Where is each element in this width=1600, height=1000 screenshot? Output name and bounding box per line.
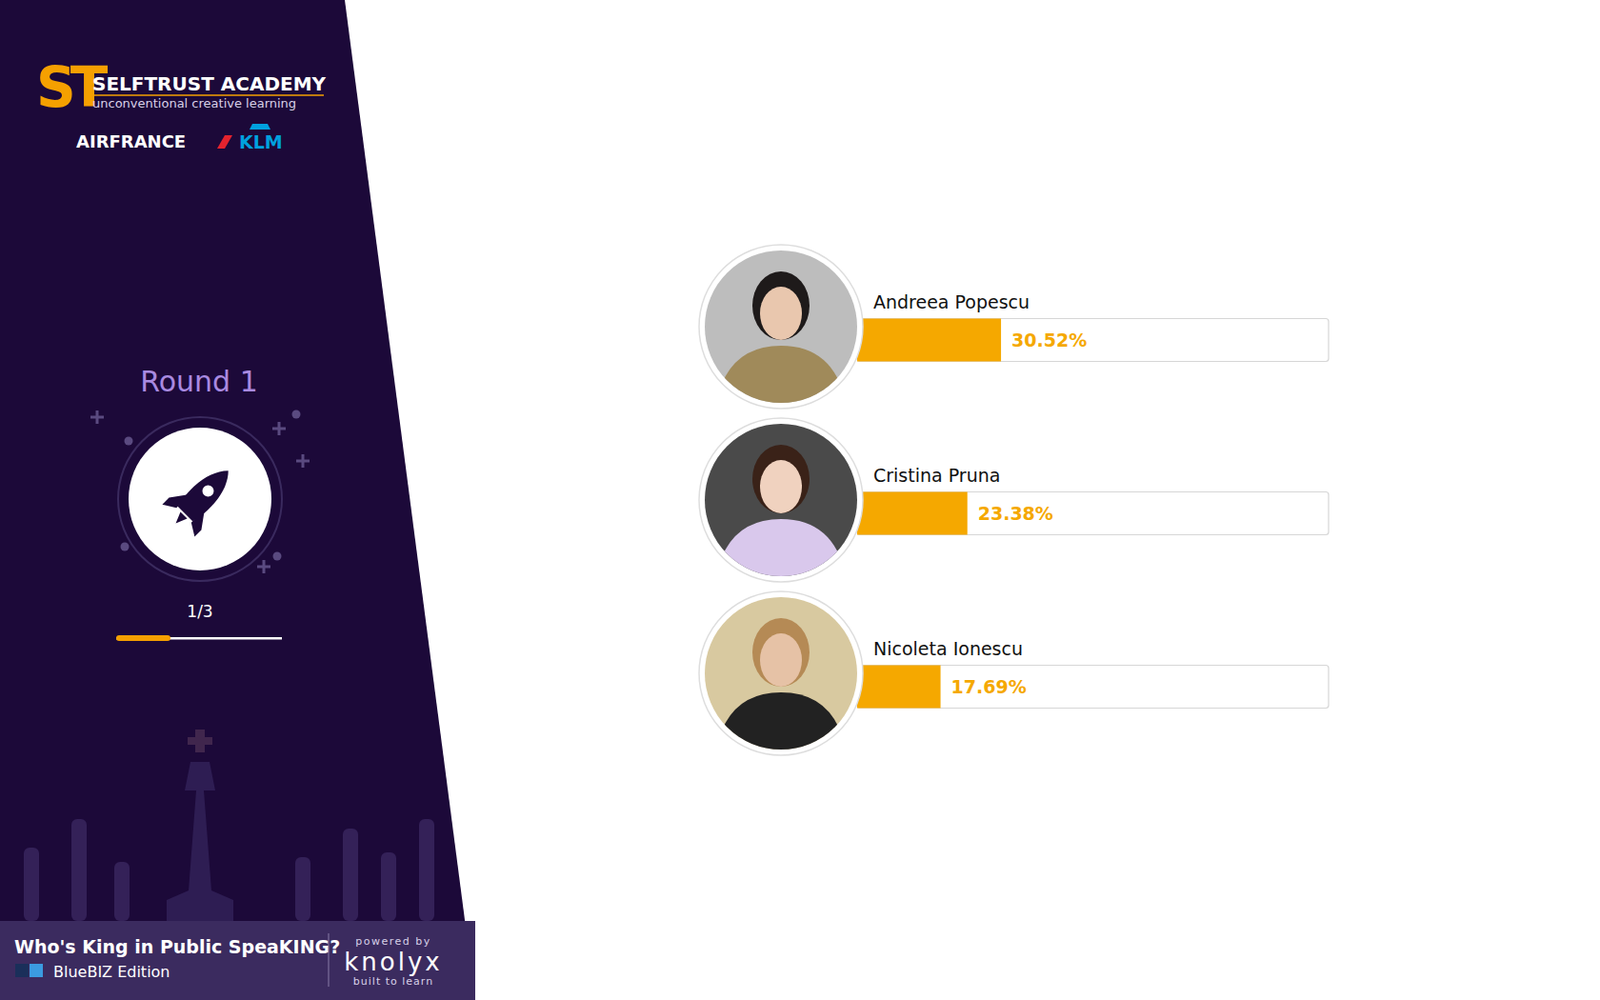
plot-frame	[857, 665, 1329, 709]
photo-hair	[752, 271, 810, 340]
photo-body	[714, 519, 848, 586]
progress-fill	[116, 635, 171, 641]
hand	[71, 819, 87, 921]
photo	[699, 591, 863, 760]
round-badge	[128, 427, 272, 571]
dot-decoration	[124, 437, 134, 446]
photo-image	[704, 423, 858, 586]
data-label: 17.69%	[951, 676, 1027, 698]
photo-image	[704, 597, 858, 760]
footer-divider	[328, 933, 330, 987]
hand	[295, 857, 311, 921]
page: STSELFTRUST ACADEMYunconventional creati…	[0, 0, 1600, 1000]
edition-square-light	[29, 963, 43, 978]
rocket-body	[176, 460, 239, 523]
bar	[857, 492, 968, 536]
photo-face	[760, 633, 802, 687]
photo-body	[714, 345, 848, 413]
klm-crown	[249, 123, 271, 130]
footer-title: Who's King in Public SpeaKING?	[14, 936, 340, 958]
category-label: Andreea Popescu	[873, 291, 1030, 313]
plot-frame	[857, 319, 1329, 362]
hand	[114, 861, 130, 921]
hand	[23, 847, 40, 921]
tagline: unconventional creative learning	[92, 96, 297, 111]
labels: Andreea Popescu Cristina Pruna Nicoleta Io…	[873, 291, 1087, 699]
powered-by: powered by	[355, 935, 432, 948]
dot-decoration	[292, 410, 301, 420]
rocket-window	[200, 482, 217, 500]
photo-hair	[752, 444, 810, 514]
photo-hair	[752, 618, 810, 687]
round-progress: 1/3	[186, 601, 213, 621]
brand-name: SELFTRUST ACADEMY	[92, 72, 327, 96]
decoration	[23, 729, 435, 921]
data-label: 30.52%	[1011, 329, 1087, 351]
partner-airfrance: AIRFRANCE	[76, 131, 186, 152]
king-piece	[166, 761, 234, 921]
photo-image	[704, 250, 858, 413]
bar	[857, 665, 941, 709]
plus-decoration	[296, 454, 310, 468]
photo	[699, 244, 863, 413]
knolyx-tagline: built to learn	[353, 975, 434, 988]
photo-face	[760, 286, 802, 340]
plus-decoration	[272, 421, 286, 436]
photo-body	[714, 692, 848, 760]
round-ring	[118, 417, 282, 581]
plot-frame	[857, 492, 1329, 536]
chart: Andreea Popescu Cristina Pruna Nicoleta Io…	[699, 244, 1329, 760]
hand	[380, 852, 397, 921]
partner-klm: KLM	[239, 131, 283, 153]
plus-decoration	[90, 410, 104, 424]
knolyx-logo: knolyx	[343, 947, 442, 977]
footer-background	[0, 920, 476, 1000]
king-cross	[187, 729, 213, 753]
bar	[857, 319, 1001, 362]
rocket-icon	[160, 454, 245, 540]
category-label: Cristina Pruna	[873, 464, 1000, 486]
plus-decoration	[257, 560, 271, 574]
category-label: Nicoleta Ionescu	[873, 638, 1023, 660]
data-label: 23.38%	[978, 502, 1054, 524]
dot-decoration	[120, 542, 130, 552]
side-panel: STSELFTRUST ACADEMYunconventional creati…	[0, 0, 476, 1000]
photos	[699, 244, 863, 760]
airfrance-stripe	[217, 135, 233, 149]
photo	[699, 418, 863, 586]
photo-face	[760, 460, 802, 514]
footer-edition: BlueBIZ Edition	[53, 962, 171, 981]
round-title: Round 1	[140, 364, 259, 399]
hand	[342, 828, 359, 921]
hand	[419, 819, 435, 921]
dot-decoration	[273, 552, 282, 561]
edition-square-dark	[15, 963, 29, 978]
panel-background	[0, 0, 476, 1000]
